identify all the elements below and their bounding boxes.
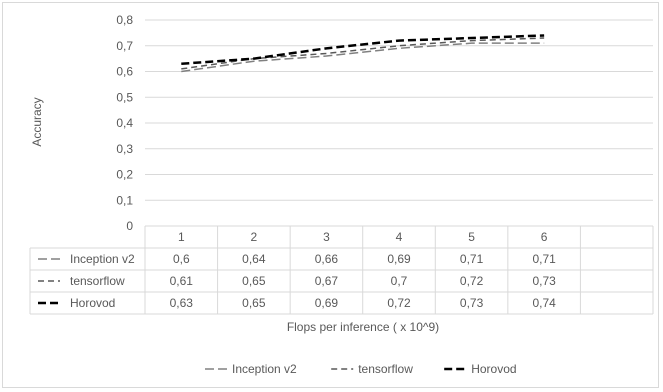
- data-label: 0,72: [387, 296, 411, 310]
- y-tick-label: 0: [126, 219, 133, 233]
- y-tick-label: 0,2: [116, 168, 133, 182]
- legend-entry: tensorflow: [358, 362, 413, 376]
- y-axis-ticks: 0 0,1 0,2 0,3 0,4 0,5 0,6 0,7 0,8: [116, 13, 133, 233]
- table-series-name: Inception v2: [70, 252, 135, 266]
- data-label: 0,71: [460, 252, 484, 266]
- data-label: 0,66: [315, 252, 339, 266]
- x-tick-label: 6: [541, 230, 548, 244]
- y-tick-label: 0,6: [116, 65, 133, 79]
- data-label: 0,67: [315, 274, 339, 288]
- data-table: 1 2 3 4 5 6 Inception v2 0,6 0,64 0,66 0,69 0,71 0,7…: [29, 225, 654, 315]
- data-label: 0,63: [170, 296, 194, 310]
- series-lines: [181, 34, 545, 73]
- data-label: 0,7: [391, 274, 408, 288]
- data-label: 0,64: [242, 252, 266, 266]
- x-axis-label: Flops per inference ( x 10^9): [287, 320, 439, 334]
- data-label: 0,6: [173, 252, 190, 266]
- y-tick-label: 0,1: [116, 193, 133, 207]
- x-tick-label: 4: [396, 230, 403, 244]
- x-tick-label: 2: [251, 230, 258, 244]
- chart-frame: [2, 2, 659, 388]
- series-line-horovod: [181, 34, 545, 66]
- table-series-name: Horovod: [70, 296, 115, 310]
- y-tick-label: 0,3: [116, 142, 133, 156]
- legend-entry: Inception v2: [232, 362, 297, 376]
- data-label: 0,72: [460, 274, 484, 288]
- y-tick-label: 0,8: [116, 13, 133, 27]
- x-tick-label: 1: [178, 230, 185, 244]
- data-label: 0,71: [532, 252, 556, 266]
- data-label: 0,65: [242, 296, 266, 310]
- y-tick-label: 0,4: [116, 116, 133, 130]
- data-label: 0,69: [315, 296, 339, 310]
- legend: Inception v2 tensorflow Horovod: [205, 362, 517, 376]
- data-label: 0,73: [532, 274, 556, 288]
- y-tick-label: 0,7: [116, 39, 133, 53]
- table-series-name: tensorflow: [70, 274, 125, 288]
- x-tick-label: 5: [468, 230, 475, 244]
- data-label: 0,69: [387, 252, 411, 266]
- gridlines: [145, 19, 653, 227]
- series-line-inception-v2: [181, 42, 545, 73]
- data-label: 0,65: [242, 274, 266, 288]
- legend-entry: Horovod: [471, 362, 516, 376]
- x-tick-label: 3: [323, 230, 330, 244]
- data-label: 0,73: [460, 296, 484, 310]
- y-axis-label: Accuracy: [30, 97, 44, 146]
- data-label: 0,61: [170, 274, 194, 288]
- data-label: 0,74: [532, 296, 556, 310]
- y-tick-label: 0,5: [116, 90, 133, 104]
